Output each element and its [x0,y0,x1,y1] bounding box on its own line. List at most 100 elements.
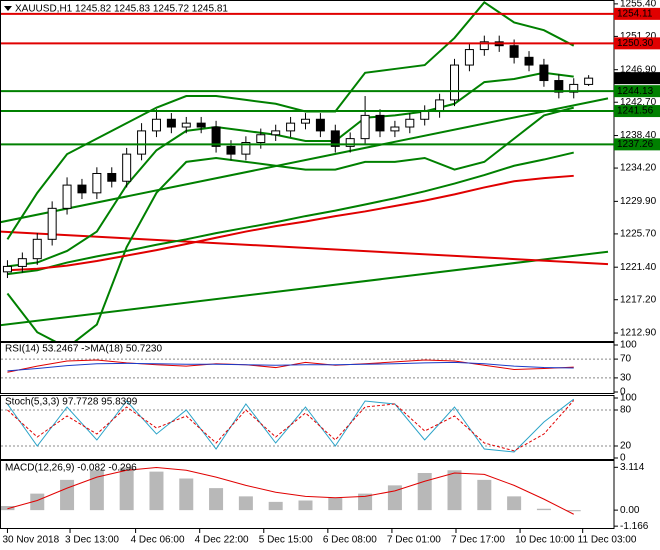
indicator-line [7,174,574,272]
x-tick-label: 7 Dec 01:00 [387,535,441,546]
level-label-box [614,105,660,118]
indicator-line [7,361,574,372]
candle-body [62,184,72,209]
candle-body [539,64,549,82]
y-tick-label: 1255.40 [620,0,657,10]
candle-body [211,126,221,147]
level-label-box [614,85,660,98]
y-tick-label: 100 [620,393,637,404]
candle-body [32,238,42,260]
level-label: 1254.11 [617,9,653,20]
histogram-bar [328,497,343,511]
trend-line [1,97,609,224]
main-frame [0,0,615,342]
candle-body [584,77,594,85]
chart-title: XAUUSD,H1 1245.82 1245.83 1245.72 1245.8… [15,4,228,15]
candle-body [166,118,176,128]
candle-body [345,138,355,147]
histogram-bar [60,479,75,511]
y-tick-label: 80 [620,405,632,416]
candle-body [17,258,27,267]
candle-body [405,118,415,128]
macd-frame [0,460,615,529]
histogram-bar [238,496,253,511]
candle-body [420,111,430,120]
x-tick-label: 6 Dec 08:00 [323,535,377,546]
candle-body [286,122,296,132]
y-tick-label: 0 [620,453,626,464]
candle-body [554,80,564,93]
last-price-label: 1245.81 [617,73,654,84]
candle-body [569,83,579,93]
histogram-bar [536,508,551,511]
histogram-bar [30,493,45,511]
x-tick-label: 4 Dec 22:00 [195,535,249,546]
histogram-bar [358,493,373,511]
indicator-line [7,398,575,453]
candle-body [256,134,266,144]
candle-body [196,122,206,128]
stoch-frame [0,395,615,460]
histogram-bar [507,496,522,511]
y-tick-label: 30 [620,373,632,384]
candle-body [435,99,445,113]
y-tick-label: -1.166 [620,521,649,532]
level-label: 1244.13 [617,86,654,97]
panel-plot [1,1,609,341]
y-tick-label: 1238.40 [620,130,657,141]
last-price-box [614,72,660,85]
level-label: 1241.56 [617,106,654,117]
y-tick-label: 1221.40 [620,262,657,273]
candle-body [2,265,12,273]
candle-body [390,126,400,132]
histogram-bar [566,510,581,512]
y-tick-label: 1217.20 [620,294,657,305]
panel-plot [1,358,613,379]
panel-plot [1,466,581,515]
y-tick-label: 1229.90 [620,196,657,207]
candle-body [464,49,474,66]
candle-body [122,153,132,182]
indicator-line [7,400,575,452]
candle-body [360,114,370,140]
candle-body [315,118,325,132]
y-tick-label: 20 [620,441,632,452]
histogram-bar [149,471,164,511]
panel-title: Stoch(5,3,3) 97.7728 95.8399 [5,397,138,408]
candle-body [92,172,102,194]
candle-body [151,118,161,132]
x-tick-label: 11 Dec 03:00 [578,535,637,546]
candle-body [47,207,57,240]
histogram-bar [89,470,104,511]
header-arrow [4,6,12,11]
histogram-bar [268,501,283,511]
histogram-bar [417,473,432,511]
level-label: 1237.26 [617,139,654,150]
candle-body [241,142,251,155]
candle-body [300,118,310,124]
y-tick-label: 100 [620,340,637,351]
histogram-bar [209,488,224,511]
trend-line [1,230,609,266]
histogram-bar [298,500,313,511]
indicator-line [6,1,575,240]
candle-body [524,56,534,66]
x-tick-label: 7 Dec 17:00 [451,535,505,546]
histogram-bar [477,479,492,511]
panel-title: RSI(14) 53.2467 ->MA(18) 50.7230 [5,344,162,355]
histogram-bar [119,467,134,511]
indicator-line [7,151,574,276]
panel-plot [1,398,613,453]
candle-body [271,130,281,136]
rsi-frame [0,342,615,394]
indicator-line [6,106,574,341]
histogram-bar [447,470,462,511]
panel-title: MACD(12,26,9) -0.082 -0.296 [5,463,137,474]
x-tick-label: 30 Nov 2018 [2,535,59,546]
y-tick-label: 1212.90 [620,328,657,339]
candle-body [181,122,191,128]
y-tick-label: 1234.20 [620,163,657,174]
level-label-box [614,7,660,20]
level-label-box [614,138,660,151]
candle-body [479,41,489,51]
